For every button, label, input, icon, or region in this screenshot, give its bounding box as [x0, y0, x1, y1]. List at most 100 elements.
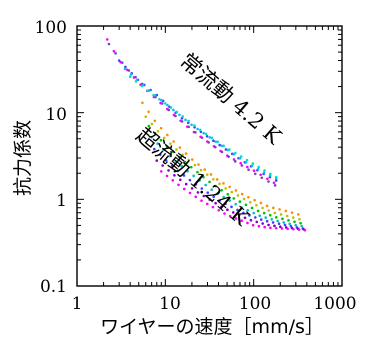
- series-superfluid-8: [150, 135, 304, 228]
- data-point: [147, 124, 151, 128]
- data-point: [286, 227, 289, 231]
- series-normal-1: [107, 42, 277, 187]
- data-point: [177, 155, 181, 159]
- data-point: [190, 187, 194, 190]
- data-point: [196, 191, 200, 194]
- x-axis-title: ワイヤーの速度［mm/s］: [100, 316, 324, 338]
- data-point: [150, 135, 153, 139]
- data-point: [160, 98, 163, 102]
- x-tick-label-100: 100: [239, 294, 271, 314]
- data-point: [256, 167, 260, 171]
- data-point: [252, 211, 255, 215]
- data-point: [127, 69, 131, 72]
- data-point: [220, 144, 224, 148]
- data-point: [158, 97, 161, 101]
- x-tick-label-1000: 1000: [313, 294, 356, 314]
- data-point: [153, 131, 157, 135]
- data-point: [234, 189, 238, 192]
- data-point: [247, 195, 250, 199]
- data-point: [198, 128, 202, 132]
- data-point: [165, 145, 169, 149]
- data-point: [214, 184, 217, 188]
- data-point: [169, 106, 173, 109]
- data-point: [285, 214, 289, 218]
- data-point: [274, 179, 278, 182]
- data-point: [161, 164, 164, 167]
- data-point: [211, 205, 215, 209]
- data-point: [237, 213, 241, 217]
- data-point: [236, 194, 240, 197]
- data-point: [192, 174, 195, 178]
- annotation-normal-fluid: 常流動 4.2 K: [175, 49, 286, 150]
- data-point: [224, 202, 227, 206]
- data-point: [184, 118, 187, 122]
- data-point: [220, 150, 224, 154]
- data-point: [222, 195, 225, 199]
- data-point: [181, 115, 185, 118]
- data-point: [146, 89, 150, 92]
- data-point: [300, 224, 304, 228]
- data-point: [156, 129, 160, 133]
- data-point: [159, 138, 163, 142]
- data-point: [218, 182, 221, 186]
- data-point: [190, 158, 194, 161]
- data-point: [197, 163, 200, 166]
- data-point: [252, 169, 256, 173]
- data-point: [255, 220, 259, 224]
- data-point: [162, 148, 165, 152]
- data-point: [260, 176, 264, 180]
- data-point: [250, 206, 254, 210]
- data-point: [261, 222, 264, 225]
- data-point: [220, 205, 223, 209]
- y-tick-label-10: 10: [45, 105, 67, 125]
- data-point: [188, 178, 192, 182]
- data-point: [147, 110, 150, 114]
- data-point: [282, 221, 286, 224]
- data-point: [198, 179, 201, 182]
- data-point: [199, 168, 203, 172]
- data-point: [134, 80, 138, 83]
- data-point: [259, 218, 263, 221]
- data-point: [196, 127, 199, 131]
- series-normal-4: [128, 75, 278, 179]
- data-point: [158, 153, 162, 157]
- data-point: [263, 169, 266, 172]
- data-point: [128, 75, 132, 78]
- data-point: [228, 148, 231, 151]
- data-point: [160, 102, 164, 105]
- data-point: [228, 214, 232, 218]
- data-point: [200, 199, 203, 202]
- data-point: [166, 103, 169, 107]
- data-point: [259, 173, 262, 177]
- data-point: [193, 125, 196, 129]
- data-point: [207, 141, 210, 144]
- data-point: [178, 113, 181, 117]
- data-point: [226, 192, 230, 196]
- data-point: [292, 216, 295, 219]
- data-point: [239, 155, 243, 158]
- data-point: [236, 208, 239, 212]
- data-point: [257, 224, 261, 228]
- data-point: [271, 221, 275, 224]
- data-point: [180, 164, 183, 168]
- data-point: [159, 126, 163, 130]
- data-point: [124, 65, 127, 69]
- data-point: [269, 172, 272, 176]
- data-point: [264, 216, 268, 219]
- data-point: [294, 223, 298, 227]
- data-point: [208, 198, 212, 201]
- data-point: [265, 204, 269, 208]
- data-point: [208, 136, 212, 139]
- data-point: [272, 181, 276, 185]
- data-point: [214, 140, 218, 143]
- data-point: [257, 165, 260, 169]
- data-point: [230, 205, 233, 209]
- data-point: [208, 180, 211, 184]
- data-point: [178, 146, 182, 149]
- data-point: [243, 216, 247, 220]
- data-point: [212, 139, 215, 142]
- data-point: [223, 212, 226, 215]
- data-point: [150, 122, 154, 126]
- data-point: [105, 38, 109, 41]
